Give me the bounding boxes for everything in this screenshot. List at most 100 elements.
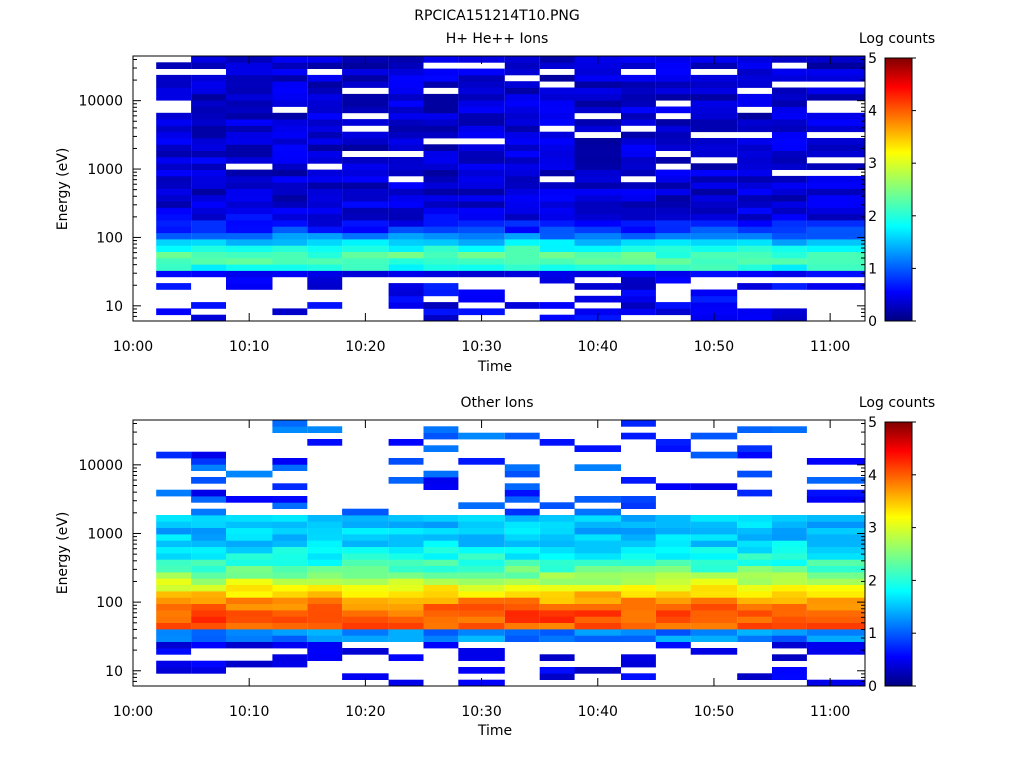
heatmap-cell (539, 667, 575, 674)
heatmap-cell (621, 201, 656, 208)
heatmap-cell (655, 270, 691, 278)
heatmap-cell (690, 220, 738, 227)
heatmap-cell (388, 270, 424, 278)
heatmap-cell (388, 239, 424, 246)
heatmap-cell (737, 213, 773, 221)
heatmap-cell (226, 283, 273, 290)
heatmap-cell (574, 546, 621, 554)
heatmap-cell (307, 439, 343, 446)
heatmap-cell (504, 239, 540, 246)
heatmap-cell (806, 641, 865, 649)
heatmap-cell (156, 257, 192, 265)
heatmap-cell (655, 257, 691, 265)
heatmap-cell (690, 81, 738, 88)
heatmap-cell (539, 226, 575, 234)
heatmap-cell (574, 578, 621, 585)
heatmap-cell (156, 264, 192, 271)
heatmap-cell (191, 451, 226, 459)
heatmap-cell (690, 546, 738, 554)
heatmap-cell (191, 578, 226, 585)
heatmap-cell (655, 635, 691, 642)
panel-2-x-axis-label: Time (477, 723, 512, 739)
heatmap-cell (191, 603, 226, 611)
heatmap-cell (191, 213, 226, 221)
heatmap-cell (423, 559, 459, 566)
heatmap-cell (156, 308, 192, 316)
heatmap-cell (621, 578, 656, 585)
heatmap-cell (737, 100, 773, 107)
heatmap-cell (307, 169, 343, 177)
x-tick-label: 11:00 (810, 704, 850, 720)
heatmap-cell (806, 591, 865, 598)
heatmap-cell (191, 257, 226, 265)
heatmap-cell (690, 432, 738, 440)
heatmap-cell (737, 616, 773, 623)
heatmap-cell (772, 283, 807, 290)
heatmap-cell (655, 622, 691, 630)
heatmap-cell (191, 232, 226, 240)
heatmap-cell (272, 175, 308, 183)
heatmap-cell (156, 182, 192, 189)
heatmap-cell (690, 616, 738, 623)
x-tick-label: 10:50 (694, 704, 734, 720)
heatmap-cell (621, 496, 656, 503)
heatmap-cell (772, 641, 807, 649)
heatmap-cell (690, 578, 738, 585)
heatmap-cell (272, 119, 308, 126)
heatmap-cell (655, 572, 691, 579)
heatmap-cell (621, 502, 656, 509)
heatmap-cell (621, 289, 656, 297)
heatmap-cell (737, 270, 773, 278)
heatmap-cell (342, 251, 389, 259)
heatmap-cell (307, 578, 343, 585)
heatmap-cell (655, 546, 691, 554)
heatmap-cell (655, 194, 691, 202)
heatmap-cell (342, 578, 389, 585)
heatmap-cell (574, 213, 621, 221)
heatmap-cell (272, 502, 308, 509)
heatmap-cell (423, 610, 459, 617)
heatmap-cell (423, 251, 459, 259)
heatmap-cell (191, 56, 226, 63)
heatmap-cell (156, 622, 192, 630)
heatmap-cell (504, 521, 540, 528)
heatmap-cell (458, 270, 505, 278)
heatmap-cell (307, 546, 343, 554)
heatmap-cell (737, 553, 773, 560)
heatmap-cell (621, 245, 656, 252)
heatmap-cell (655, 565, 691, 573)
heatmap-cell (191, 660, 226, 668)
heatmap-cell (307, 226, 343, 234)
heatmap-cell (226, 584, 273, 592)
heatmap-cell (621, 616, 656, 623)
heatmap-cell (737, 591, 773, 598)
heatmap-cell (307, 635, 343, 642)
heatmap-cell (458, 163, 505, 170)
heatmap-cell (226, 527, 273, 535)
heatmap-cell (307, 276, 343, 284)
heatmap-cell (156, 245, 192, 252)
heatmap-cell (737, 283, 773, 290)
heatmap-cell (539, 629, 575, 636)
heatmap-cell (690, 194, 738, 202)
panel-2-y-axis-label: Energy (eV) (55, 512, 71, 595)
heatmap-cell (539, 87, 575, 95)
heatmap-cell (539, 106, 575, 114)
heatmap-cell (539, 534, 575, 541)
heatmap-cell (772, 654, 807, 661)
heatmap-cell (690, 635, 738, 642)
heatmap-cell (574, 157, 621, 164)
heatmap-cell (226, 226, 273, 234)
heatmap-cell (226, 138, 273, 145)
heatmap-cell (388, 616, 424, 623)
heatmap-cell (772, 610, 807, 617)
heatmap-cell (423, 622, 459, 630)
heatmap-cell (621, 603, 656, 611)
heatmap-cell (772, 119, 807, 126)
heatmap-cell (342, 534, 389, 541)
colorbar-tick-label: 0 (868, 314, 877, 330)
heatmap-cell (191, 138, 226, 145)
heatmap-cell (655, 138, 691, 145)
panel-1-plot-frame (132, 55, 866, 322)
heatmap-cell (574, 572, 621, 579)
